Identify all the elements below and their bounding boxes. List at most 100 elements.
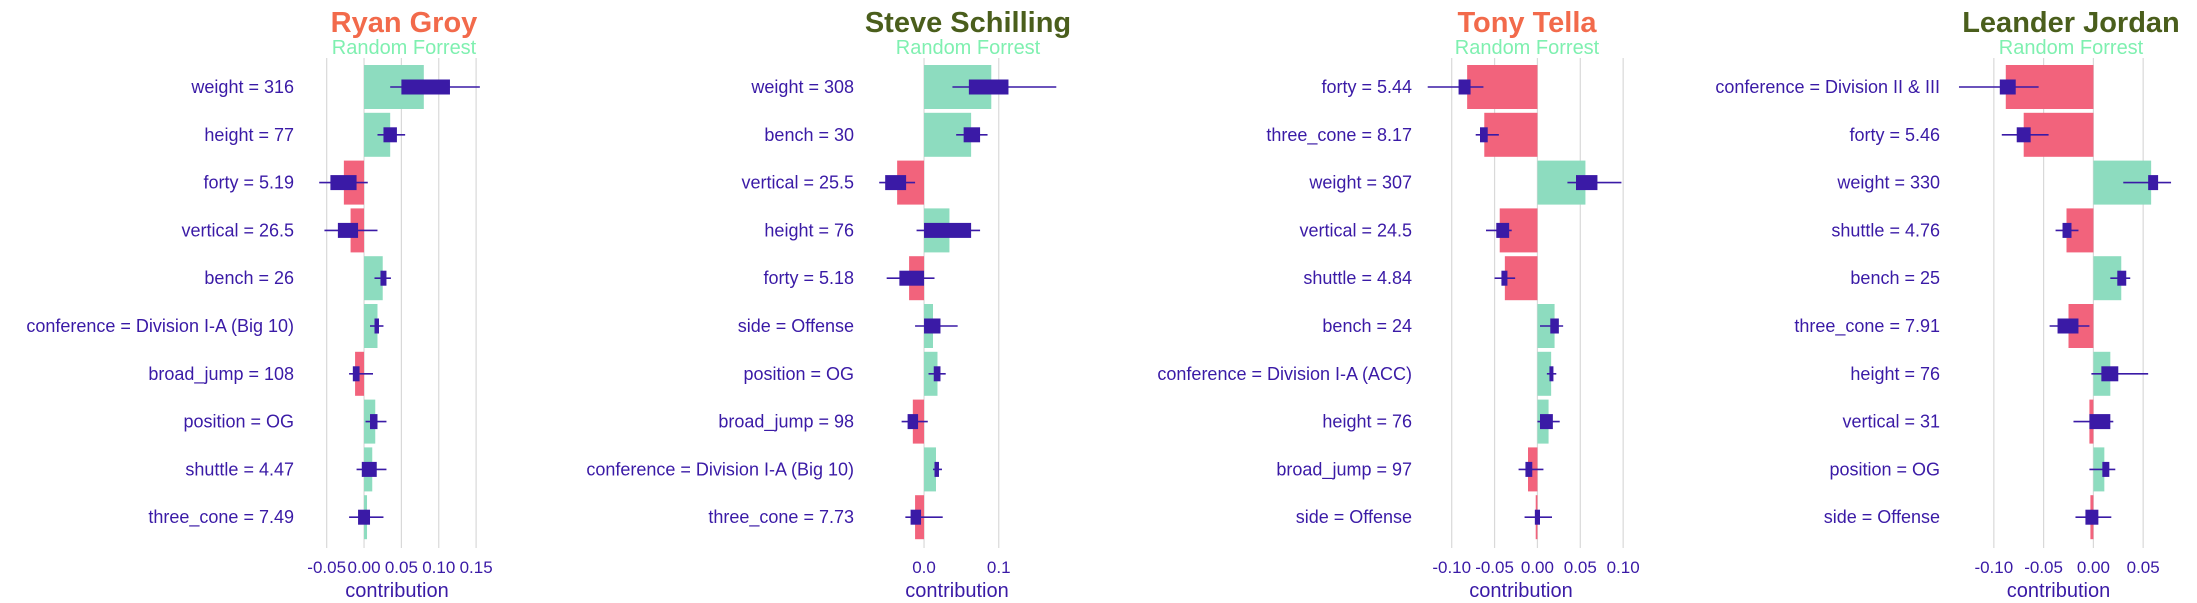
contribution-bar: [1537, 351, 1552, 396]
feature-label: side = Offense: [1296, 507, 1412, 527]
chart-title: Ryan Groy: [331, 7, 478, 39]
tick-label: 0.05: [385, 558, 418, 577]
feature-label: bench = 25: [1850, 268, 1940, 288]
contribution-bar: [924, 447, 936, 492]
tick-label: 0.10: [422, 558, 455, 577]
feature-label: three_cone = 8.17: [1266, 125, 1412, 146]
feature-label: height = 76: [764, 220, 854, 240]
distribution-box: [885, 175, 907, 191]
distribution-box: [933, 366, 941, 382]
distribution-box: [907, 414, 919, 430]
tick-label: 0.05: [1564, 558, 1597, 577]
distribution-box: [370, 414, 378, 430]
distribution-box: [2062, 222, 2072, 238]
tick-label: 0.00: [1521, 558, 1554, 577]
distribution-box: [2089, 414, 2111, 430]
distribution-box: [383, 127, 397, 143]
feature-label: bench = 30: [764, 125, 854, 145]
distribution-box: [374, 318, 379, 334]
feature-label: vertical = 24.5: [1299, 220, 1412, 240]
tick-label: -0.05: [2024, 558, 2063, 577]
distribution-box: [1549, 366, 1554, 382]
distribution-box: [2016, 127, 2031, 143]
distribution-box: [1576, 175, 1598, 191]
contribution-bar: [364, 256, 383, 301]
feature-label: three_cone = 7.91: [1794, 316, 1940, 337]
feature-label: weight = 316: [190, 77, 294, 97]
distribution-box: [924, 318, 941, 334]
tick-label: 0.1: [987, 558, 1011, 577]
distribution-box: [968, 79, 1009, 95]
feature-label: vertical = 26.5: [181, 220, 294, 240]
distribution-box: [899, 270, 925, 286]
distribution-box: [2102, 461, 2110, 477]
feature-label: weight = 307: [1308, 173, 1412, 193]
feature-label: vertical = 25.5: [741, 173, 854, 193]
distribution-box: [1540, 414, 1553, 430]
distribution-box: [401, 79, 450, 95]
x-axis-title: contribution: [905, 580, 1008, 602]
feature-label: vertical = 31: [1842, 412, 1940, 432]
feature-label: conference = Division II & III: [1715, 77, 1940, 97]
feature-label: position = OG: [743, 364, 854, 384]
distribution-box: [1999, 79, 2016, 95]
tick-label: 0.00: [2077, 558, 2110, 577]
chart-title: Leander Jordan: [1962, 7, 2180, 39]
feature-label: conference = Division I-A (Big 10): [26, 316, 294, 336]
feature-label: height = 77: [204, 125, 294, 145]
feature-label: forty = 5.46: [1849, 125, 1940, 145]
feature-label: forty = 5.44: [1321, 77, 1412, 97]
x-axis-title: contribution: [2007, 580, 2110, 602]
tick-label: 0.15: [460, 558, 493, 577]
feature-label: side = Offense: [738, 316, 854, 336]
distribution-box: [352, 366, 360, 382]
chart-subtitle: Random Forrest: [896, 37, 1041, 59]
feature-label: three_cone = 7.73: [708, 507, 854, 528]
feature-label: bench = 26: [204, 268, 294, 288]
tick-label: -0.05: [307, 558, 346, 577]
distribution-box: [1550, 318, 1559, 334]
distribution-box: [1534, 509, 1540, 525]
distribution-box: [1458, 79, 1471, 95]
distribution-box: [337, 222, 359, 238]
feature-label: shuttle = 4.76: [1831, 220, 1940, 240]
feature-label: height = 76: [1850, 364, 1940, 384]
distribution-box: [1501, 270, 1508, 286]
feature-label: shuttle = 4.84: [1303, 268, 1412, 288]
distribution-box: [2057, 318, 2079, 334]
feature-label: weight = 308: [750, 77, 854, 97]
distribution-box: [2148, 175, 2159, 191]
feature-label: position = OG: [183, 412, 294, 432]
tick-label: 0.05: [2127, 558, 2160, 577]
distribution-box: [2117, 270, 2127, 286]
feature-label: forty = 5.18: [763, 268, 854, 288]
tick-label: 0.00: [347, 558, 380, 577]
chart-subtitle: Random Forrest: [1999, 37, 2144, 59]
feature-label: broad_jump = 97: [1276, 459, 1412, 480]
feature-label: conference = Division I-A (ACC): [1157, 364, 1412, 384]
distribution-box: [358, 509, 371, 525]
x-axis-title: contribution: [1469, 580, 1572, 602]
chart-title: Steve Schilling: [865, 7, 1071, 39]
feature-label: side = Offense: [1824, 507, 1940, 527]
distribution-box: [2085, 509, 2099, 525]
distribution-box: [910, 509, 922, 525]
feature-label: broad_jump = 98: [718, 412, 854, 433]
distribution-box: [380, 270, 387, 286]
distribution-box: [934, 461, 939, 477]
distribution-box: [1480, 127, 1488, 143]
chart-subtitle: Random Forrest: [332, 37, 477, 59]
chart-title: Tony Tella: [1457, 7, 1597, 39]
x-axis-title: contribution: [345, 580, 448, 602]
tick-label: -0.05: [1475, 558, 1514, 577]
tick-label: 0.10: [1607, 558, 1640, 577]
feature-label: weight = 330: [1836, 173, 1940, 193]
feature-label: bench = 24: [1322, 316, 1412, 336]
distribution-box: [2101, 366, 2119, 382]
tick-label: 0.0: [912, 558, 936, 577]
distribution-box: [963, 127, 981, 143]
distribution-box: [330, 175, 357, 191]
chart-subtitle: Random Forrest: [1455, 37, 1600, 59]
feature-label: height = 76: [1322, 412, 1412, 432]
